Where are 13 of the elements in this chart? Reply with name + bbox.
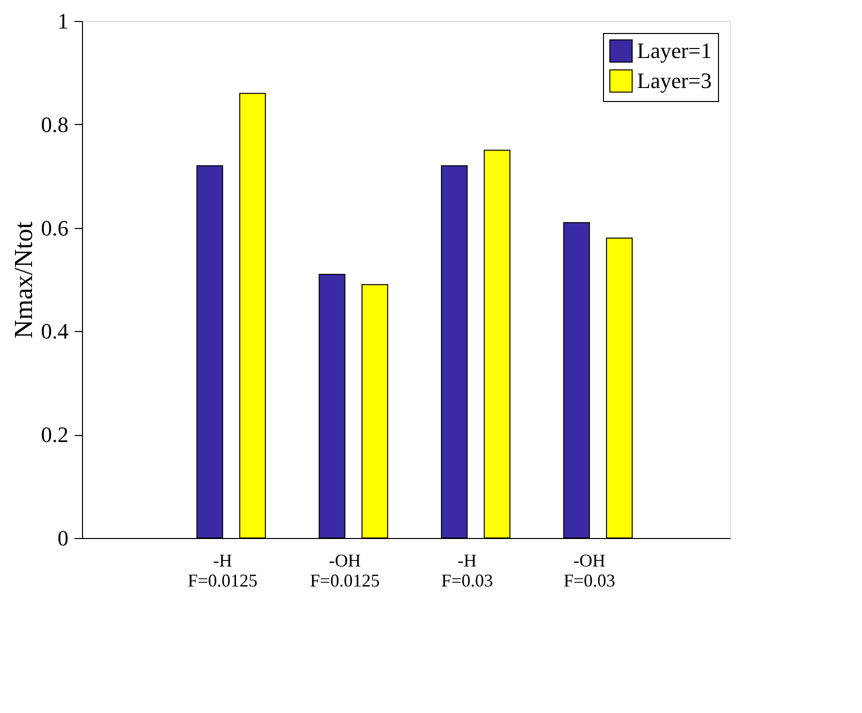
y-tick-label: 0.2	[41, 422, 68, 448]
y-tick-label: 1	[58, 8, 68, 34]
x-tick-label: -H F=0.03	[441, 550, 493, 590]
y-tick-label: 0.4	[41, 318, 68, 344]
y-axis-title: Nmax/Ntot	[9, 220, 38, 338]
x-tick-label: -OH F=0.0125	[310, 550, 380, 590]
y-tick-label: 0	[58, 526, 68, 550]
legend-label: Layer=1	[637, 38, 712, 63]
x-tick-label: -H F=0.0125	[188, 550, 258, 590]
y-tick-label: 0.8	[41, 112, 68, 137]
legend-label: Layer=3	[637, 68, 712, 93]
x-tick-label: -OH F=0.03	[564, 550, 616, 590]
y-tick-label: 0.6	[41, 215, 68, 240]
